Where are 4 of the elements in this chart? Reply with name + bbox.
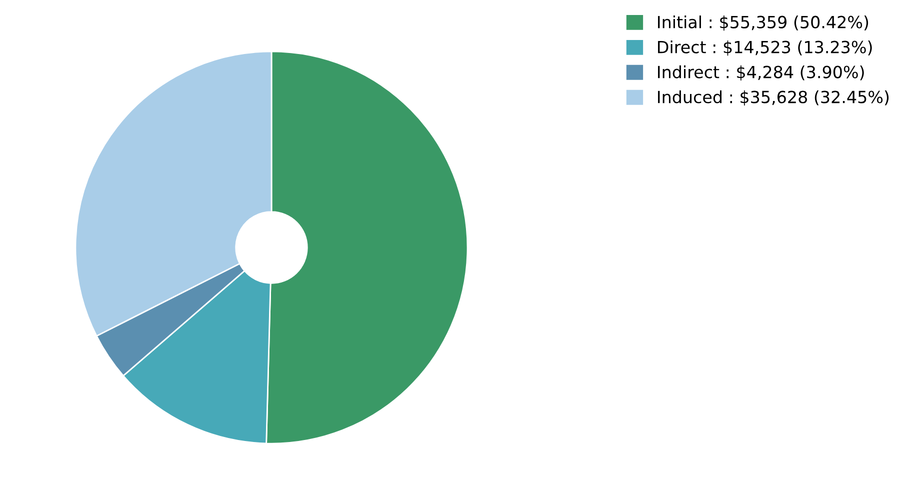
- legend-label: Indirect : $4,284 (3.90%): [658, 65, 864, 81]
- legend-label: Direct : $14,523 (13.23%): [658, 40, 872, 56]
- legend-label: Induced : $35,628 (32.45%): [658, 90, 889, 106]
- legend-label: Initial : $55,359 (50.42%): [658, 16, 868, 31]
